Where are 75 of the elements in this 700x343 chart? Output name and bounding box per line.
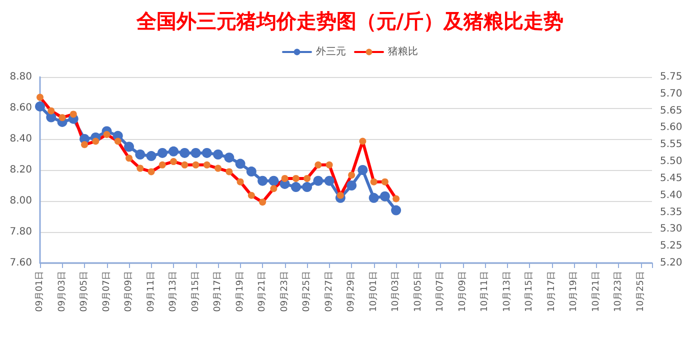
y2-tick-label: 5.35 bbox=[660, 206, 682, 218]
x-tick-label: 09月13日 bbox=[168, 271, 179, 312]
point bbox=[358, 165, 368, 175]
y-tick-label: 7.80 bbox=[10, 226, 32, 238]
x-tick-label: 10月13日 bbox=[502, 271, 512, 312]
x-tick-label: 10月25日 bbox=[636, 271, 646, 312]
y2-tick-label: 5.65 bbox=[660, 105, 682, 116]
point bbox=[235, 158, 246, 169]
point bbox=[168, 146, 179, 156]
x-tick-label: 09月15日 bbox=[190, 271, 201, 312]
point bbox=[258, 176, 268, 186]
point bbox=[190, 148, 201, 158]
point bbox=[313, 176, 324, 186]
x-tick-label: 09月19日 bbox=[235, 271, 246, 312]
point bbox=[146, 151, 156, 162]
y-tick-label: 8.20 bbox=[10, 164, 32, 176]
y-tick-label: 8.60 bbox=[10, 102, 32, 114]
point bbox=[213, 150, 224, 160]
y-tick-label: 8.00 bbox=[10, 196, 32, 206]
point bbox=[157, 148, 168, 158]
y2-tick-label: 5.30 bbox=[660, 224, 682, 235]
x-tick-label: 10月09日 bbox=[458, 271, 468, 312]
point bbox=[124, 142, 134, 152]
x-tick-label: 10月03日 bbox=[391, 271, 402, 312]
point bbox=[302, 182, 312, 192]
y-tick-label: 8.40 bbox=[10, 134, 32, 144]
x-tick-label: 09月29日 bbox=[346, 271, 357, 312]
x-tick-label: 09月25日 bbox=[302, 271, 312, 312]
x-tick-label: 10月07日 bbox=[436, 271, 446, 312]
point bbox=[180, 148, 190, 158]
y2-tick-label: 5.70 bbox=[660, 88, 682, 100]
y2-tick-label: 5.45 bbox=[660, 172, 682, 184]
x-tick-label: 09月03日 bbox=[57, 271, 68, 312]
y2-tick-label: 5.20 bbox=[660, 258, 682, 268]
x-tick-label: 10月15日 bbox=[524, 271, 535, 312]
x-tick-label: 09月01日 bbox=[35, 271, 45, 312]
point bbox=[391, 205, 402, 216]
point bbox=[35, 101, 45, 112]
x-tick-label: 10月19日 bbox=[569, 271, 580, 312]
x-tick-label: 09月09日 bbox=[124, 271, 134, 312]
point bbox=[202, 148, 212, 158]
point bbox=[368, 192, 379, 203]
point bbox=[224, 152, 234, 163]
x-tick-label: 09月05日 bbox=[80, 271, 90, 312]
legend-label: 猪粮比 bbox=[388, 46, 418, 58]
x-tick-label: 09月23日 bbox=[280, 271, 290, 312]
y2-tick-label: 5.75 bbox=[660, 72, 682, 82]
y-tick-label: 8.80 bbox=[10, 72, 32, 82]
x-tick-label: 09月21日 bbox=[258, 271, 268, 312]
x-tick-label: 09月27日 bbox=[324, 271, 334, 312]
point bbox=[346, 180, 357, 190]
y2-tick-label: 5.25 bbox=[660, 240, 682, 252]
x-tick-label: 09月11日 bbox=[146, 271, 156, 312]
y-tick-label: 7.60 bbox=[10, 258, 32, 268]
y2-tick-label: 5.55 bbox=[660, 139, 682, 150]
chart-title: 全国外三元猪均价走势图（元/斤）及猪粮比走势 bbox=[135, 9, 564, 33]
x-tick-label: 10月17日 bbox=[546, 271, 557, 312]
x-tick-label: 10月23日 bbox=[614, 271, 624, 312]
y2-tick-label: 5.40 bbox=[660, 190, 682, 201]
y2-tick-label: 5.50 bbox=[660, 156, 682, 168]
x-tick-label: 09月17日 bbox=[213, 271, 224, 312]
x-tick-label: 09月07日 bbox=[102, 271, 112, 312]
point bbox=[380, 191, 390, 202]
x-tick-label: 10月05日 bbox=[413, 271, 424, 312]
legend-label: 外三元 bbox=[316, 46, 346, 58]
point bbox=[46, 112, 56, 122]
point bbox=[324, 176, 334, 186]
x-tick-label: 10月01日 bbox=[368, 271, 379, 312]
y2-tick-label: 5.60 bbox=[660, 122, 682, 134]
point bbox=[268, 176, 279, 186]
point bbox=[290, 182, 301, 192]
x-tick-label: 10月11日 bbox=[480, 271, 490, 312]
x-tick-label: 10月21日 bbox=[591, 271, 602, 312]
point bbox=[246, 166, 256, 177]
point bbox=[135, 150, 146, 160]
